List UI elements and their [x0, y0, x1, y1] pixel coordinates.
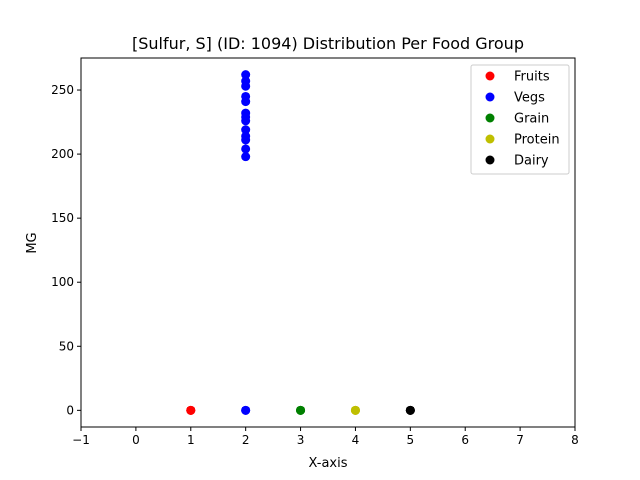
x-tick-label: −1: [72, 433, 90, 447]
x-axis-label: X-axis: [309, 456, 348, 471]
legend-label-vegs: Vegs: [514, 91, 545, 106]
data-point-fruits: [186, 405, 196, 415]
data-point-vegs: [241, 108, 251, 118]
data-point-vegs: [241, 405, 251, 415]
x-tick-label: 4: [352, 433, 360, 447]
y-tick-label: 200: [51, 147, 74, 161]
x-tick-label: 8: [571, 433, 579, 447]
x-tick-label: 5: [407, 433, 415, 447]
x-tick-label: 0: [132, 433, 140, 447]
data-point-vegs: [241, 91, 251, 101]
x-tick-label: 2: [242, 433, 250, 447]
legend-label-dairy: Dairy: [514, 154, 549, 169]
plot-frame: [80, 57, 576, 428]
data-point-vegs: [241, 70, 251, 80]
legend: Fruits Vegs Grain Protein Dairy: [470, 64, 570, 175]
y-axis-label: MG: [25, 232, 40, 253]
data-point-protein: [350, 405, 360, 415]
data-point-vegs: [241, 76, 251, 86]
data-point-vegs: [241, 131, 251, 141]
data-point-vegs: [241, 125, 251, 135]
y-tick-label: 250: [51, 83, 74, 97]
x-tick-label: 7: [516, 433, 524, 447]
legend-label-protein: Protein: [514, 133, 560, 148]
legend-box: [470, 64, 570, 175]
legend-marker-dairy: [485, 155, 495, 165]
legend-marker-protein: [485, 134, 495, 144]
data-point-vegs: [241, 144, 251, 154]
x-tick-label: 3: [297, 433, 305, 447]
legend-label-fruits: Fruits: [514, 70, 550, 85]
x-tick-label: 1: [187, 433, 195, 447]
data-point-grain: [296, 405, 306, 415]
data-point-dairy: [405, 405, 415, 415]
legend-marker-vegs: [485, 92, 495, 102]
legend-marker-fruits: [485, 71, 495, 81]
y-tick-label: 0: [66, 403, 74, 417]
x-tick-label: 6: [461, 433, 469, 447]
y-tick-label: 150: [51, 211, 74, 225]
data-point-vegs: [241, 152, 251, 162]
chart-title: [Sulfur, S] (ID: 1094) Distribution Per …: [132, 34, 524, 53]
legend-marker-grain: [485, 113, 495, 123]
legend-label-grain: Grain: [514, 112, 549, 127]
y-tick-label: 50: [59, 339, 74, 353]
y-tick-label: 100: [51, 275, 74, 289]
plot-area: −1 0 1 2 3 4 5 6 7 8 0 50 100 150 200 250: [51, 57, 579, 447]
